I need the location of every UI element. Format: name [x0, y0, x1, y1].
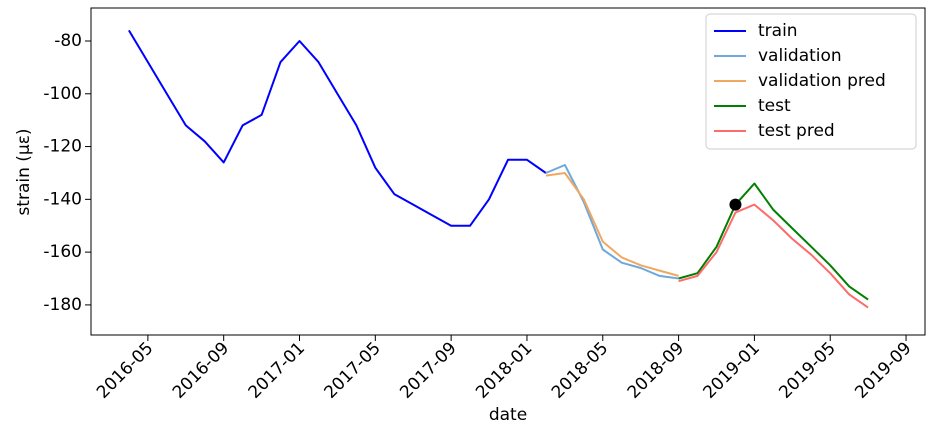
y-tick-label: -180 [43, 295, 82, 315]
legend-label: validation pred [758, 71, 886, 91]
x-tick-label: 2019-09 [851, 338, 915, 402]
series-line [678, 182, 869, 301]
series-line [545, 172, 679, 277]
y-tick-label: -80 [54, 31, 82, 51]
x-tick-label: 2017-09 [396, 338, 460, 402]
y-tick-label: -100 [43, 84, 82, 104]
legend-box [705, 13, 917, 150]
legend-label: train [758, 21, 798, 41]
plot-frame [90, 7, 926, 336]
y-tick-label: -120 [43, 137, 82, 157]
x-tick-label: 2018-05 [548, 338, 612, 402]
x-tick-label: 2018-09 [624, 338, 688, 402]
x-tick-label: 2019-05 [775, 338, 839, 402]
legend-label: validation [758, 46, 842, 66]
x-tick-label: 2019-01 [700, 338, 764, 402]
x-tick-label: 2016-05 [93, 338, 157, 402]
x-tick-label: 2017-01 [245, 338, 309, 402]
series-line [678, 203, 869, 309]
legend-label: test pred [758, 121, 835, 141]
x-tick-label: 2017-05 [320, 338, 384, 402]
legend-label: test [758, 96, 791, 116]
highlight-point [729, 198, 742, 211]
x-tick-label: 2016-09 [169, 338, 233, 402]
x-tick-label: 2018-01 [472, 338, 536, 402]
series-line [545, 164, 679, 280]
y-axis-label: strain (με) [14, 128, 34, 215]
x-axis-label: date [489, 405, 527, 425]
y-tick-label: -140 [43, 189, 82, 209]
y-tick-label: -160 [43, 242, 82, 262]
legend: train validation validation pred test test p… [705, 13, 917, 150]
series-line [128, 29, 547, 227]
